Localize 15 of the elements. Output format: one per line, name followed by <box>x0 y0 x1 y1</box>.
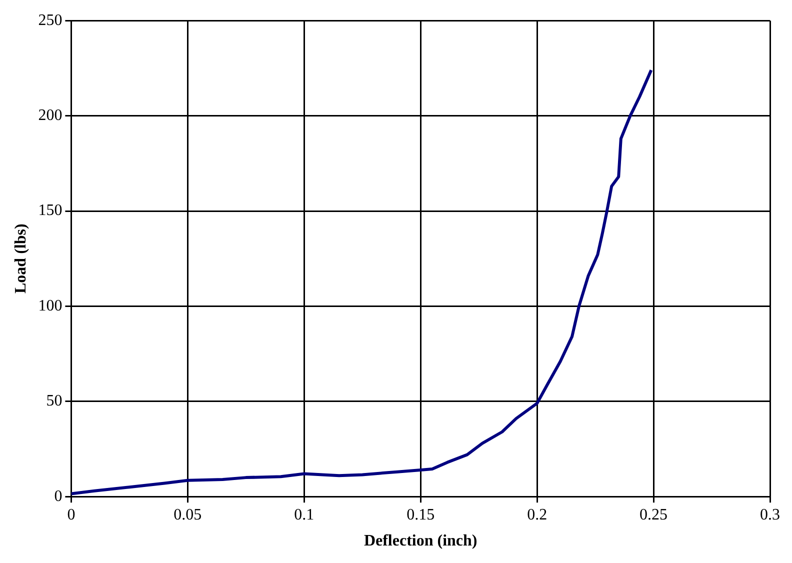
y-tick-label: 100 <box>38 297 62 314</box>
y-tick-label: 50 <box>46 392 62 410</box>
y-tick-label: 0 <box>54 488 62 505</box>
y-tick-label: 150 <box>38 202 62 220</box>
x-tick-label: 0.25 <box>640 506 668 524</box>
x-tick-label: 0.05 <box>174 506 202 524</box>
x-axis-title: Deflection (inch) <box>364 532 478 550</box>
y-tick-label: 200 <box>38 107 62 124</box>
y-tick-label: 250 <box>38 12 62 29</box>
x-tick-label: 0.3 <box>760 506 780 524</box>
y-axis-title: Load (lbs) <box>12 224 30 294</box>
x-tick-label: 0.1 <box>294 506 314 524</box>
x-tick-label: 0.2 <box>527 506 548 524</box>
x-tick-label: 0 <box>67 506 76 524</box>
x-tick-label: 0.15 <box>406 506 435 524</box>
